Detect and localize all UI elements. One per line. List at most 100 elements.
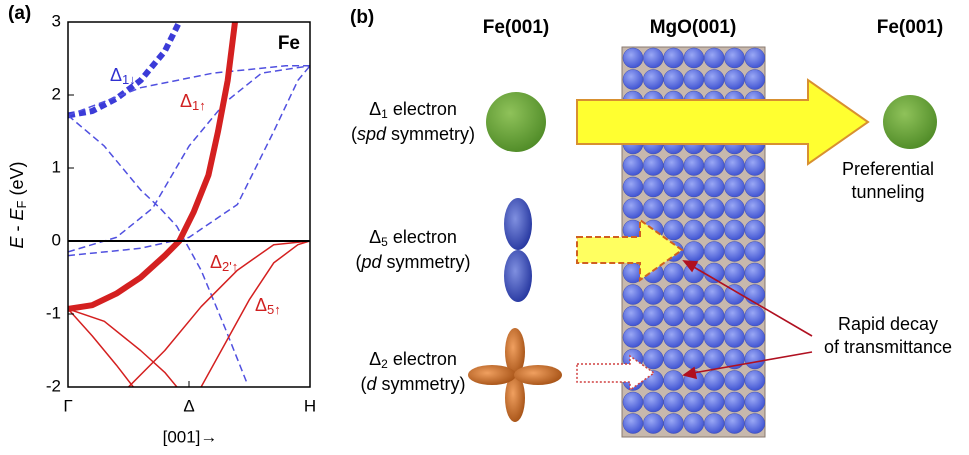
open: ( bbox=[351, 124, 357, 144]
band-subscript: 2'↑ bbox=[222, 259, 238, 274]
atom bbox=[744, 198, 766, 219]
atom bbox=[703, 241, 725, 262]
atom bbox=[744, 176, 766, 198]
y-tick-label: 1 bbox=[52, 157, 61, 176]
tunneling-note: tunneling bbox=[851, 182, 924, 202]
atom bbox=[643, 47, 664, 69]
atom bbox=[724, 69, 745, 90]
atom bbox=[683, 391, 705, 413]
band-line bbox=[68, 65, 310, 257]
atom bbox=[724, 198, 745, 219]
atom bbox=[703, 391, 725, 413]
band-symbol: Δ bbox=[255, 295, 267, 315]
atom bbox=[663, 47, 684, 69]
atom bbox=[683, 284, 705, 305]
material-label: Fe bbox=[278, 33, 300, 54]
atom bbox=[663, 391, 684, 413]
atom bbox=[744, 370, 766, 391]
atom bbox=[744, 219, 766, 241]
atom bbox=[643, 391, 664, 413]
panel-label: (a) bbox=[8, 3, 31, 24]
atom bbox=[683, 69, 705, 90]
atom bbox=[643, 155, 664, 176]
band-symbol: Δ bbox=[210, 252, 222, 272]
atom bbox=[703, 47, 725, 69]
atom bbox=[683, 198, 705, 219]
atom bbox=[703, 69, 725, 90]
atom bbox=[744, 262, 766, 284]
atom bbox=[724, 413, 745, 434]
atom bbox=[663, 284, 684, 305]
atom bbox=[663, 370, 684, 391]
subscript: 5 bbox=[381, 235, 388, 249]
symmetry-label: (pd symmetry) bbox=[355, 252, 470, 272]
atom bbox=[622, 284, 644, 305]
y-tick-label: 0 bbox=[52, 230, 61, 249]
atom bbox=[663, 176, 684, 198]
atom bbox=[643, 327, 664, 348]
atom bbox=[724, 262, 745, 284]
delta2-orbital bbox=[468, 328, 562, 422]
band-line bbox=[68, 65, 310, 117]
atom bbox=[622, 391, 644, 413]
atom bbox=[724, 241, 745, 262]
column-header: Fe(001) bbox=[877, 17, 944, 38]
atom bbox=[683, 327, 705, 348]
atom bbox=[663, 198, 684, 219]
atom bbox=[724, 391, 745, 413]
band-line bbox=[200, 240, 310, 387]
atom bbox=[622, 198, 644, 219]
atom bbox=[643, 198, 664, 219]
atom bbox=[622, 176, 644, 198]
x-axis-label: [001]→ bbox=[163, 427, 218, 446]
electron-label: Δ2 electron bbox=[369, 349, 457, 371]
decay-arrow bbox=[576, 218, 684, 282]
atom bbox=[663, 305, 684, 327]
atom bbox=[683, 305, 705, 327]
atom bbox=[663, 69, 684, 90]
rest: electron bbox=[388, 349, 457, 369]
atom bbox=[724, 370, 745, 391]
symbol: Δ bbox=[369, 99, 381, 119]
atom bbox=[703, 327, 725, 348]
x-tick-label: H bbox=[304, 396, 316, 415]
atom bbox=[703, 198, 725, 219]
band-line bbox=[68, 22, 182, 119]
atom bbox=[663, 413, 684, 434]
atom bbox=[622, 47, 644, 69]
atom bbox=[744, 241, 766, 262]
atom bbox=[744, 305, 766, 327]
band-line bbox=[68, 308, 134, 387]
band-subscript: 1↓ bbox=[122, 72, 136, 87]
subscript: 2 bbox=[381, 357, 388, 371]
column-header: Fe(001) bbox=[483, 17, 550, 38]
atom bbox=[744, 391, 766, 413]
atom bbox=[724, 47, 745, 69]
atom bbox=[683, 155, 705, 176]
tunneling-arrow bbox=[576, 78, 870, 166]
symmetry: pd bbox=[360, 252, 382, 272]
y-tick-label: 2 bbox=[52, 84, 61, 103]
atom bbox=[683, 47, 705, 69]
electron-label: Δ1 electron bbox=[369, 99, 457, 121]
band-line bbox=[68, 65, 310, 253]
atom bbox=[683, 413, 705, 434]
open: ( bbox=[360, 374, 366, 394]
atom bbox=[663, 219, 684, 241]
atom bbox=[744, 284, 766, 305]
atom bbox=[622, 155, 644, 176]
atom bbox=[744, 155, 766, 176]
atom bbox=[744, 47, 766, 69]
atom bbox=[744, 413, 766, 434]
atom bbox=[724, 155, 745, 176]
atom bbox=[683, 241, 705, 262]
y-tick-label: 3 bbox=[52, 11, 61, 30]
delta1-orbital bbox=[883, 95, 937, 149]
atom bbox=[643, 176, 664, 198]
atom bbox=[724, 219, 745, 241]
tunneling-note: Preferential bbox=[842, 159, 934, 179]
atom bbox=[663, 348, 684, 370]
band-line bbox=[68, 114, 248, 384]
